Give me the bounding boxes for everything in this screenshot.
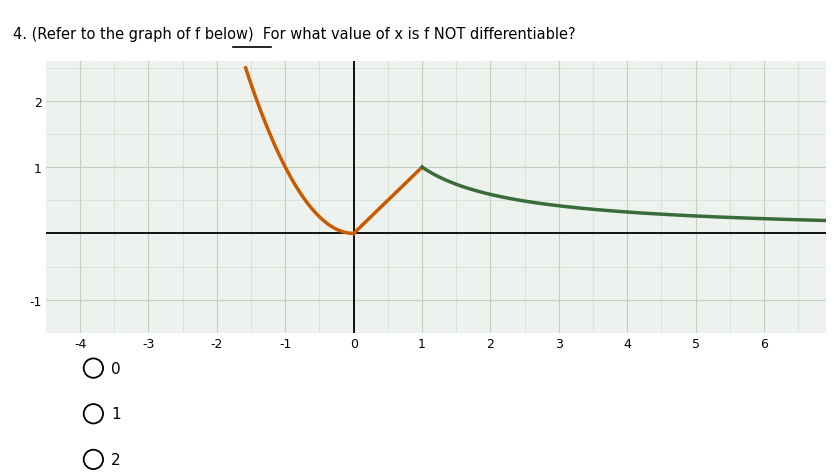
Text: 1: 1 bbox=[112, 407, 121, 421]
Text: 2: 2 bbox=[112, 452, 121, 467]
Text: 0: 0 bbox=[112, 361, 121, 376]
Text: 4. (Refer to the graph of f below)  For what value of x is f NOT differentiable?: 4. (Refer to the graph of f below) For w… bbox=[13, 27, 575, 41]
